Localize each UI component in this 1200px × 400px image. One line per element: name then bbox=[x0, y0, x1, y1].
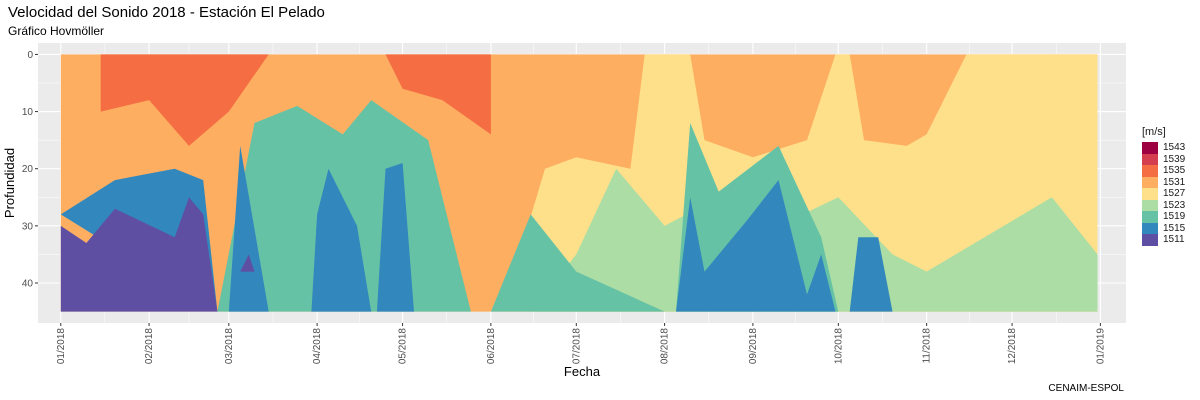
legend-item: 1515 bbox=[1142, 222, 1186, 234]
legend-swatch bbox=[1142, 188, 1158, 200]
x-axis: 01/2018 02/2018 03/2018 04/2018 05/2018 06/20… bbox=[56, 323, 1106, 365]
legend-item: 1531 bbox=[1142, 176, 1186, 188]
x-tick-label: 11/2018 bbox=[922, 328, 933, 364]
legend-label: 1511 bbox=[1163, 234, 1185, 245]
contour-band-1535 bbox=[385, 54, 491, 135]
legend-item: 1535 bbox=[1142, 165, 1185, 177]
x-axis-title: Fecha bbox=[564, 364, 601, 379]
chart-subtitle: Gráfico Hovmöller bbox=[8, 24, 105, 38]
legend: [m/s] 1543 1539 1535 1531 1527 1523 1519 1515 15… bbox=[1142, 126, 1185, 246]
legend-label: 1515 bbox=[1163, 222, 1186, 234]
x-tick-label: 01/2019 bbox=[1095, 328, 1106, 365]
legend-item: 1511 bbox=[1142, 234, 1185, 246]
contour-band-1519 bbox=[490, 214, 665, 312]
legend-swatch bbox=[1142, 176, 1158, 188]
y-axis-title: Profundidad bbox=[2, 148, 17, 218]
legend-swatch bbox=[1142, 211, 1158, 223]
x-tick-label: 12/2018 bbox=[1007, 328, 1018, 365]
legend-swatch bbox=[1142, 199, 1158, 211]
legend-item: 1519 bbox=[1142, 211, 1185, 223]
legend-swatch bbox=[1142, 165, 1158, 177]
contour-band-1515 bbox=[376, 163, 414, 312]
contour-band-1511 bbox=[240, 254, 255, 272]
x-tick-label: 02/2018 bbox=[144, 328, 155, 365]
y-tick-label: 10 bbox=[22, 107, 34, 118]
legend-title: [m/s] bbox=[1142, 126, 1166, 138]
legend-item: 1543 bbox=[1142, 142, 1185, 154]
x-tick-label: 08/2018 bbox=[660, 328, 671, 365]
legend-item: 1527 bbox=[1142, 188, 1185, 200]
contour-layer bbox=[60, 54, 1098, 312]
x-tick-label: 09/2018 bbox=[748, 328, 759, 365]
legend-label: 1543 bbox=[1163, 142, 1186, 153]
y-tick-label: 40 bbox=[22, 279, 34, 290]
contour-band-1515 bbox=[849, 237, 893, 312]
legend-label: 1539 bbox=[1163, 153, 1186, 165]
legend-swatch bbox=[1142, 234, 1158, 246]
legend-rows: 1543 1539 1535 1531 1527 1523 1519 1515 1511 bbox=[1142, 142, 1185, 246]
legend-swatch bbox=[1142, 142, 1158, 154]
legend-label: 1527 bbox=[1163, 188, 1186, 199]
y-tick-label: 20 bbox=[22, 164, 34, 175]
contour-band-1511 bbox=[60, 197, 218, 312]
x-tick-label: 04/2018 bbox=[312, 328, 323, 365]
contour-band-1535 bbox=[100, 54, 269, 146]
x-tick-label: 03/2018 bbox=[224, 328, 235, 365]
x-tick-label: 01/2018 bbox=[56, 328, 67, 365]
contour-band-1515 bbox=[311, 168, 372, 312]
y-axis: 0 10 20 30 40 bbox=[22, 50, 38, 290]
legend-item: 1539 bbox=[1142, 153, 1186, 165]
source-caption: CENAIM-ESPOL bbox=[1048, 383, 1124, 394]
legend-label: 1519 bbox=[1163, 211, 1186, 222]
legend-label: 1535 bbox=[1163, 165, 1186, 176]
chart-title: Velocidad del Sonido 2018 - Estación El … bbox=[8, 4, 325, 21]
legend-item: 1523 bbox=[1142, 199, 1186, 211]
x-tick-label: 07/2018 bbox=[571, 328, 582, 365]
x-tick-label: 10/2018 bbox=[833, 328, 844, 365]
y-tick-label: 30 bbox=[22, 221, 34, 232]
legend-swatch bbox=[1142, 153, 1158, 165]
x-tick-label: 06/2018 bbox=[486, 328, 497, 365]
legend-label: 1531 bbox=[1163, 176, 1186, 188]
y-tick-label: 0 bbox=[27, 50, 33, 61]
contour-band-1515 bbox=[676, 180, 836, 312]
legend-swatch bbox=[1142, 222, 1158, 234]
x-tick-label: 05/2018 bbox=[398, 328, 409, 365]
contour-band-1515 bbox=[228, 145, 269, 312]
legend-label: 1523 bbox=[1163, 199, 1186, 211]
